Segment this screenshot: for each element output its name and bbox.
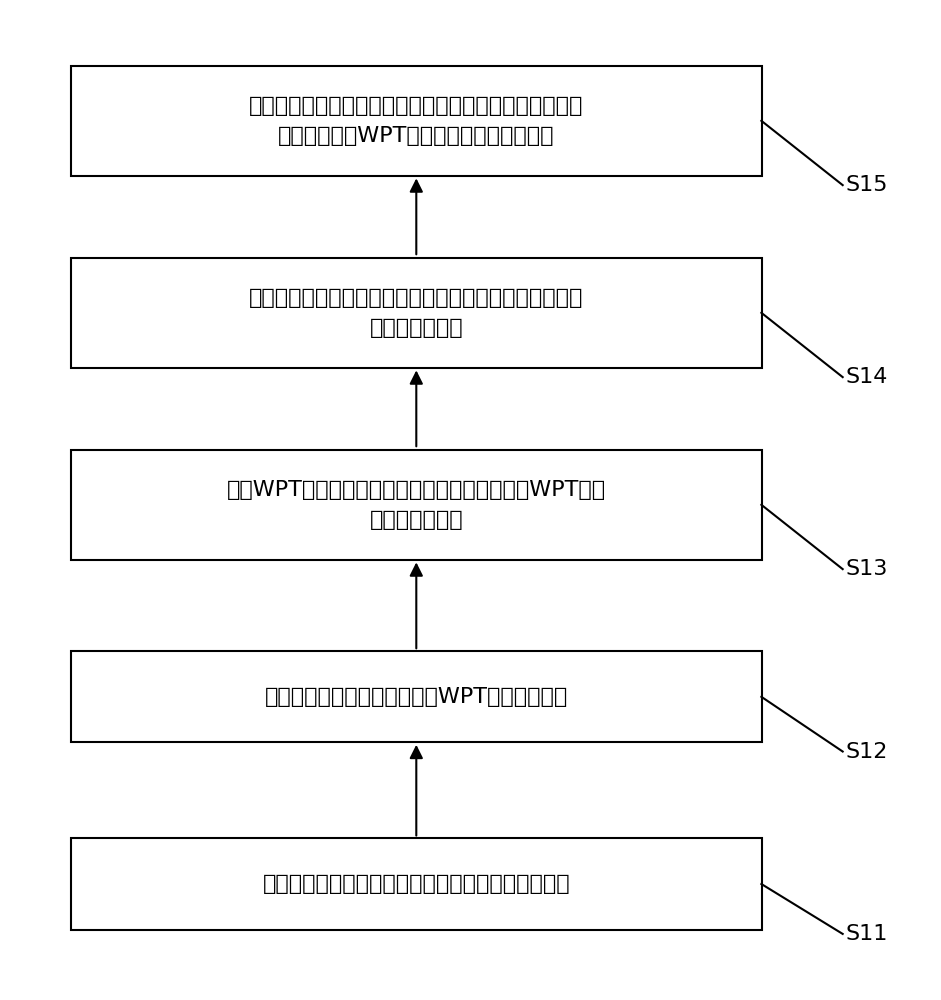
Text: 通过对比分析优化后不同排列组合模型的效率，确定不同
尺寸线圈下的WPT系统效率最优的排列组合: 通过对比分析优化后不同排列组合模型的效率，确定不同 尺寸线圈下的WPT系统效率最… (249, 96, 583, 146)
Bar (71, 838, 762, 930)
Bar (71, 651, 762, 742)
Bar (71, 66, 762, 176)
Text: 在不同的排列组合模型下建立WPT系统效率模型: 在不同的排列组合模型下建立WPT系统效率模型 (264, 687, 568, 707)
Text: S11: S11 (845, 924, 887, 944)
Text: S15: S15 (845, 175, 888, 195)
Text: 根据不同的线圈尺寸类型，确定全部的排列组合模型: 根据不同的线圈尺寸类型，确定全部的排列组合模型 (263, 874, 570, 894)
Text: S12: S12 (845, 742, 887, 762)
Text: 不同排列组合模型下的优化设计，结合各种因素优化相邻
线圈之间的距离: 不同排列组合模型下的优化设计，结合各种因素优化相邻 线圈之间的距离 (249, 288, 583, 338)
Bar (71, 258, 762, 368)
Text: 根据WPT效率模型，分析影响不同尺寸线圈下的WPT系统
效率提升的因素: 根据WPT效率模型，分析影响不同尺寸线圈下的WPT系统 效率提升的因素 (227, 480, 606, 530)
Bar (71, 450, 762, 560)
Text: S13: S13 (845, 559, 887, 579)
Text: S14: S14 (845, 367, 887, 387)
